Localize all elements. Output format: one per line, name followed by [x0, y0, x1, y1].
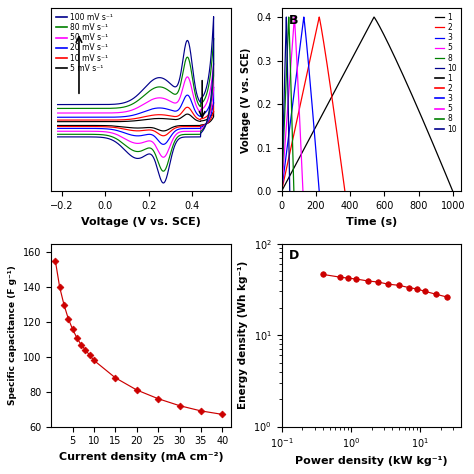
3: [287, 127, 292, 132]
X-axis label: Power density (kW kg⁻¹): Power density (kW kg⁻¹): [295, 456, 448, 465]
10: [279, 189, 284, 194]
3: [301, 14, 307, 20]
Line: 5: 5: [282, 17, 303, 191]
2: [316, 14, 322, 20]
3: [279, 189, 284, 194]
2: [321, 41, 327, 46]
1: [450, 189, 456, 194]
2: [342, 189, 348, 194]
10: [281, 99, 287, 104]
8: [286, 14, 292, 20]
10: [287, 189, 292, 194]
8: [285, 30, 291, 36]
3: [316, 189, 322, 194]
3: [290, 99, 296, 104]
1: [385, 41, 391, 46]
1: [326, 99, 332, 104]
1: [363, 30, 368, 36]
8: [283, 99, 288, 104]
1: [371, 14, 377, 20]
Line: 10: 10: [282, 17, 290, 191]
1: [311, 127, 317, 132]
Y-axis label: Specific capacitance (F g⁻¹): Specific capacitance (F g⁻¹): [9, 265, 18, 405]
1: [279, 189, 284, 194]
1: [411, 97, 417, 103]
Line: 1: 1: [282, 17, 453, 191]
Y-axis label: Voltage (V vs. SCE): Voltage (V vs. SCE): [241, 47, 251, 153]
5: [293, 41, 299, 46]
X-axis label: Current density (mA cm⁻²): Current density (mA cm⁻²): [59, 452, 223, 462]
8: [279, 189, 284, 194]
8: [289, 97, 294, 103]
1: [398, 67, 403, 73]
10: [283, 30, 289, 36]
8: [281, 127, 287, 132]
Line: 8: 8: [282, 17, 294, 191]
Text: D: D: [289, 249, 299, 262]
2: [279, 189, 284, 194]
Line: 3: 3: [282, 17, 319, 191]
2: [292, 127, 298, 132]
Legend: 1, 2, 3, 5, 8, 10, 1, 2, 3, 5, 8, 10: 1, 2, 3, 5, 8, 10, 1, 2, 3, 5, 8, 10: [434, 12, 457, 134]
3: [304, 41, 310, 46]
Text: B: B: [289, 14, 298, 27]
5: [300, 189, 306, 194]
8: [288, 67, 293, 73]
10: [285, 67, 291, 73]
5: [283, 127, 289, 132]
Legend: 100 mV s⁻¹, 80 mV s⁻¹, 50 mV s⁻¹, 20 mV s⁻¹, 10 mV s⁻¹, 5 mV s⁻¹: 100 mV s⁻¹, 80 mV s⁻¹, 50 mV s⁻¹, 20 mV …: [55, 12, 114, 73]
2: [298, 99, 304, 104]
10: [285, 97, 291, 103]
5: [296, 97, 301, 103]
5: [279, 189, 284, 194]
3: [306, 67, 312, 73]
X-axis label: Voltage (V vs. SCE): Voltage (V vs. SCE): [81, 217, 201, 227]
8: [291, 189, 297, 194]
10: [284, 41, 290, 46]
2: [329, 97, 335, 103]
5: [291, 30, 296, 36]
2: [325, 67, 331, 73]
Line: 2: 2: [282, 17, 345, 191]
5: [294, 67, 300, 73]
5: [285, 99, 291, 104]
X-axis label: Time (s): Time (s): [346, 217, 397, 227]
2: [313, 30, 319, 36]
8: [287, 41, 292, 46]
10: [283, 14, 289, 20]
Y-axis label: Energy density (Wh kg⁻¹): Energy density (Wh kg⁻¹): [238, 261, 248, 409]
3: [299, 30, 305, 36]
3: [309, 97, 314, 103]
10: [281, 127, 286, 132]
5: [292, 14, 297, 20]
